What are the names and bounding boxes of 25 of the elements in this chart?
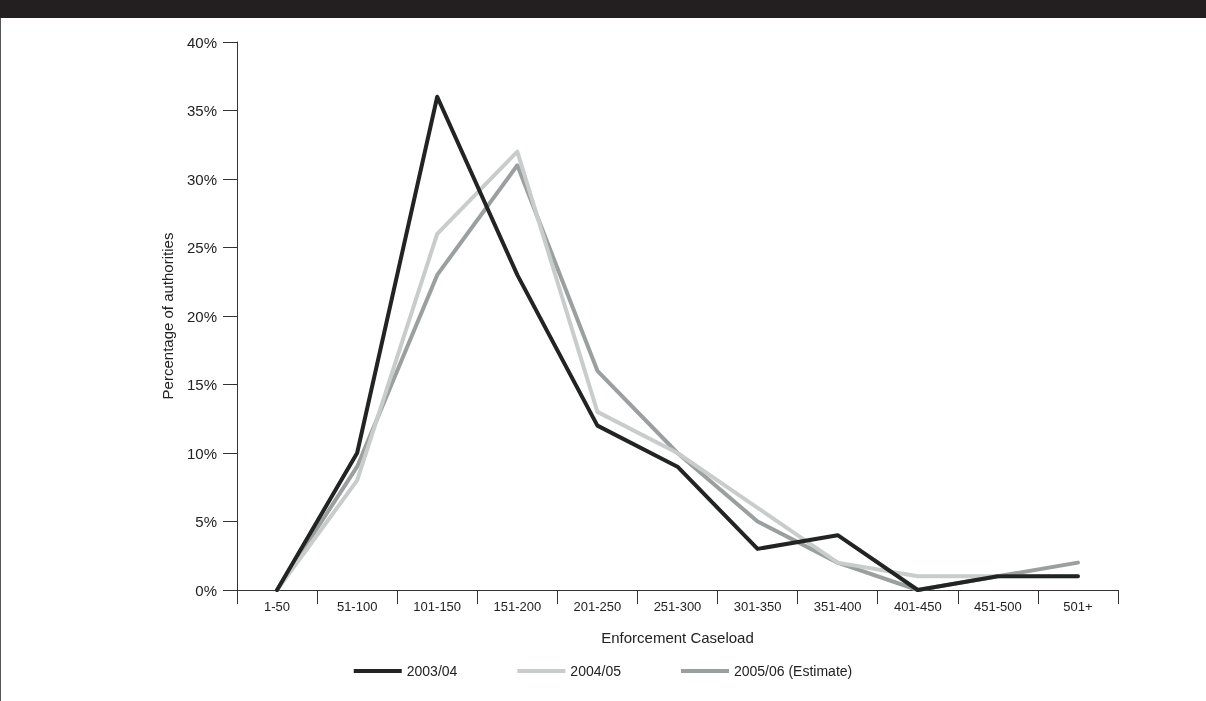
x-tick-label: 151-200 <box>493 599 542 614</box>
x-tick-label: 451-500 <box>974 599 1022 614</box>
x-tick-label: 301-350 <box>733 599 782 614</box>
y-tick-label: 20% <box>186 307 217 325</box>
y-tick-label: 5% <box>195 513 217 530</box>
y-tick-label: 30% <box>186 170 217 188</box>
x-tick-label: 351-400 <box>813 599 862 614</box>
y-tick-label: 15% <box>186 376 217 393</box>
y-tick-label: 40% <box>186 33 217 51</box>
y-tick-label: 25% <box>186 239 217 256</box>
x-tick-label: 51-100 <box>336 599 378 614</box>
y-tick-label: 10% <box>186 444 217 462</box>
x-tick-label: 101-150 <box>413 599 462 614</box>
legend-label: 2003/04 <box>406 663 458 679</box>
legend-label: 2004/05 <box>570 663 622 679</box>
x-tick-label: 401-450 <box>893 599 942 614</box>
legend-label: 2005/06 (Estimate) <box>733 663 853 679</box>
y-tick-label: 35% <box>186 102 217 119</box>
x-tick-label: 1-50 <box>264 599 291 614</box>
y-tick-label: 0% <box>195 581 217 599</box>
x-tick-label: 201-250 <box>573 599 622 614</box>
y-axis-title: Percentage of authorities <box>159 232 176 400</box>
x-tick-label: 251-300 <box>653 599 702 614</box>
x-tick-label: 501+ <box>1063 599 1093 614</box>
x-axis-title: Enforcement Caseload <box>601 629 754 646</box>
